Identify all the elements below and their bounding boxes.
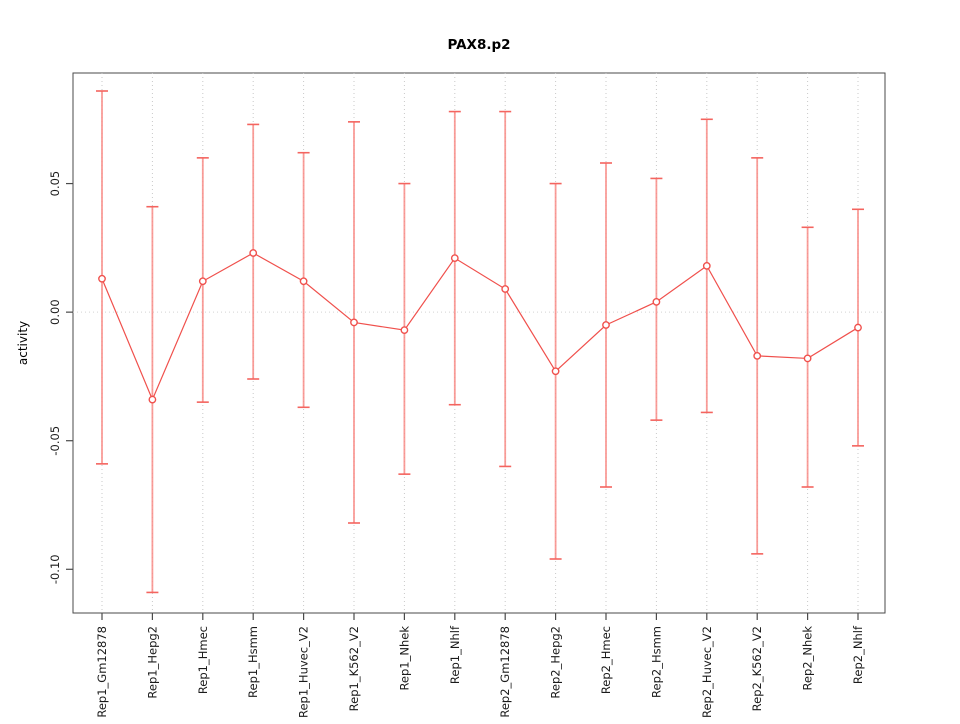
axes-layer: -0.10 -0.05 0.00 0.05 Rep1_Gm12878 Rep1_Hepg2… [48, 171, 865, 718]
x-tick-label: Rep1_Nhek [397, 626, 411, 691]
x-tick-label: Rep2_Hsmm [649, 626, 663, 698]
data-point [198, 277, 207, 286]
x-tick-label: Rep1_Hmec [196, 626, 210, 694]
y-tick-label: -0.10 [48, 554, 62, 584]
plot-box [72, 72, 886, 614]
data-point [98, 274, 106, 283]
series-layer [98, 249, 862, 404]
data-point [350, 318, 358, 327]
data-point [501, 285, 510, 293]
x-tick-label: Rep2_K562_V2 [750, 626, 764, 711]
data-point [400, 326, 409, 335]
x-tick-label: Rep1_Hsmm [246, 626, 260, 698]
data-point [803, 354, 812, 363]
data-point [450, 254, 459, 263]
x-tick-label: Rep2_Gm12878 [498, 626, 512, 718]
x-tick-label: Rep2_Hepg2 [549, 626, 563, 699]
x-tick-label: Rep2_Huvec_V2 [700, 626, 714, 718]
y-tick-label: -0.05 [48, 426, 62, 456]
x-tick-label: Rep2_Nhlf [851, 625, 865, 684]
x-tick-label: Rep1_Huvec_V2 [297, 626, 311, 718]
x-tick-label: Rep2_Nhek [801, 626, 815, 691]
data-point [148, 395, 157, 404]
y-axis-label: activity [16, 321, 30, 365]
data-point [753, 351, 762, 360]
data-point [249, 249, 258, 257]
data-point [702, 261, 711, 270]
chart-title: PAX8.p2 [447, 37, 510, 53]
x-tick-label: Rep1_K562_V2 [347, 626, 361, 711]
y-tick-label: 0.05 [48, 171, 62, 197]
y-tick-label: 0.00 [48, 299, 62, 325]
series-line [101, 252, 859, 402]
data-point [299, 277, 308, 286]
x-tick-label: Rep1_Nhlf [448, 625, 462, 684]
gridlines-layer [73, 73, 885, 613]
x-tick-label: Rep1_Gm12878 [95, 626, 109, 718]
data-point [551, 367, 560, 376]
x-tick-label: Rep2_Hmec [599, 626, 613, 694]
data-point [652, 297, 661, 306]
data-point [854, 323, 862, 332]
x-tick-label: Rep1_Hepg2 [145, 626, 159, 699]
data-point [602, 321, 610, 329]
